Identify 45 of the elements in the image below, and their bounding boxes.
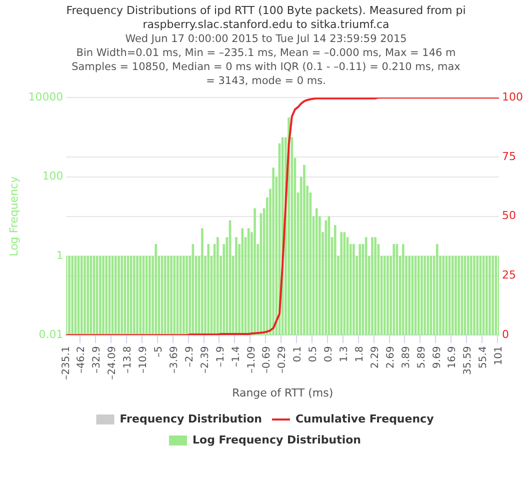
y2-tick-label: 25 (502, 268, 516, 282)
x-tick-label: –1.09 (246, 346, 258, 374)
y2-tick-label: 0 (502, 328, 510, 342)
x-tick-label: –0.69 (262, 346, 273, 374)
x-tick-label: –24.09 (107, 346, 118, 380)
x-tick-label: 0.1 (292, 346, 304, 362)
x-tick-label: –5 (154, 346, 165, 358)
x-tick-label: 3.89 (400, 346, 412, 368)
x-tick-label: 0.5 (308, 346, 320, 362)
y-axis-title: Log Frequency (7, 176, 20, 256)
x-tick-label: 9.69 (432, 346, 443, 368)
x-tick-label: –13.8 (122, 346, 134, 374)
y-tick-label: 0.01 (38, 328, 64, 342)
x-tick-label: –1.9 (215, 346, 226, 368)
x-tick-label: 35.59 (462, 346, 474, 375)
x-tick-label: 101 (494, 346, 505, 366)
y2-tick-label: 75 (502, 150, 516, 163)
x-tick-label: 2.29 (370, 346, 381, 368)
legend-label: Frequency Distribution (120, 412, 262, 426)
legend-label: Cumulative Frequency (295, 412, 434, 426)
x-tick-label: 1.3 (339, 346, 350, 362)
x-tick-label: 1.8 (354, 346, 366, 362)
x-tick-label: –3.69 (168, 346, 180, 374)
x-tick-label: 16.9 (447, 346, 458, 368)
x-tick-label: –46.2 (76, 346, 88, 374)
x-tick-label: –10.9 (138, 346, 150, 374)
y2-tick-label: 100 (502, 90, 524, 104)
x-tick-label: –235.1 (60, 346, 72, 380)
x-tick-label: –1.4 (230, 346, 242, 368)
x-tick-label: –32.9 (92, 346, 103, 374)
y-tick-label: 1 (56, 248, 64, 262)
y2-tick-label: 50 (502, 209, 516, 222)
x-tick-label: –2.39 (200, 346, 211, 374)
x-tick-label: –2.9 (184, 346, 196, 368)
chart-title: Frequency Distributions of ipd RTT (100 Byte packets). Measured from pi raspberry.slac.stanford.edu to sitka.triumf.ca (65, 3, 467, 32)
legend-label: Log Frequency Distribution (192, 433, 362, 446)
x-tick-label: 0.9 (324, 346, 335, 362)
y-tick-label: 10000 (28, 90, 64, 104)
chart-subtitle: Wed Jun 17 0:00:00 2015 to Tue Jul 14 23:59:59 2015 Bin Width=0.01 ms, Min = –235.1 ms, Mean = –0.000 ms, Max = 146 m Samples = 10850, Median = 0 ms with IQR (0.1 - –0.11) = 0.210 ms, max = 3143, mode = 0 ms. (70, 32, 462, 88)
x-axis-title: Range of RTT (ms) (232, 386, 334, 400)
x-tick-label: 55.4 (478, 346, 490, 368)
x-tick-label: –0.29 (277, 346, 288, 374)
x-tick-label: 5.89 (416, 346, 428, 368)
y-tick-label: 100 (42, 170, 64, 183)
x-tick-label: 2.69 (385, 346, 396, 368)
